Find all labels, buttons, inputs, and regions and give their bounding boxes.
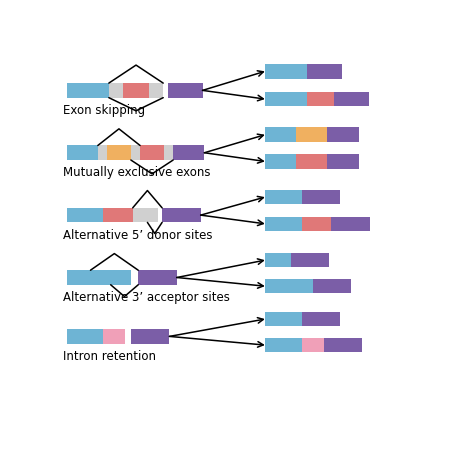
Bar [265,216,301,231]
Bar [301,312,340,326]
Bar [324,338,362,352]
Text: Exon skipping: Exon skipping [63,104,145,117]
Bar [301,190,340,204]
Bar [313,279,351,293]
Bar [173,145,204,160]
Bar [168,83,202,98]
Bar [307,92,334,106]
Bar [133,208,158,222]
Bar [103,208,133,222]
Bar [109,83,123,98]
Bar [98,145,107,160]
Bar [265,190,301,204]
Text: Mutually exclusive exons: Mutually exclusive exons [63,166,210,179]
Bar [66,329,103,344]
Bar [296,154,328,169]
Bar [265,92,307,106]
Bar [265,64,307,79]
Bar [66,208,103,222]
Bar [328,127,359,142]
Text: Alternative 5’ donor sites: Alternative 5’ donor sites [63,229,212,242]
Bar [301,216,331,231]
Bar [328,154,359,169]
Bar [66,270,131,285]
Bar [162,208,201,222]
Bar [296,127,328,142]
Bar [164,145,173,160]
Bar [265,127,296,142]
Bar [265,312,301,326]
Bar [307,64,342,79]
Bar [149,83,163,98]
Text: Intron retention: Intron retention [63,350,156,363]
Bar [66,83,109,98]
Bar [66,145,98,160]
Bar [265,279,313,293]
Bar [140,145,164,160]
Bar [107,145,131,160]
Bar [265,154,296,169]
Bar [334,92,369,106]
Bar [331,216,370,231]
Bar [123,83,149,98]
Bar [131,145,140,160]
Bar [291,253,329,267]
Bar [131,329,169,344]
Bar [265,253,291,267]
Bar [265,338,301,352]
Bar [301,338,324,352]
Text: Alternative 3’ acceptor sites: Alternative 3’ acceptor sites [63,291,230,304]
Bar [138,270,177,285]
Bar [103,329,125,344]
